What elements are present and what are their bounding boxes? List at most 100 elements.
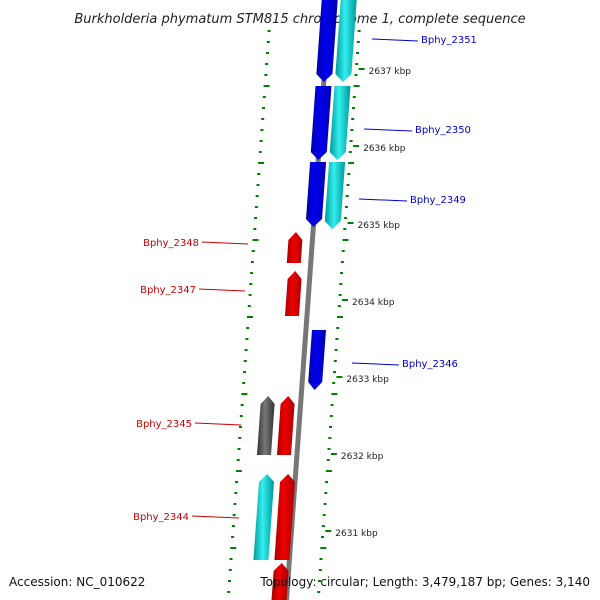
kbp-label: 2635 kbp [358, 221, 401, 231]
tick-mark [344, 206, 348, 208]
tick-mark-major [358, 68, 365, 70]
gene-next-shape [271, 563, 289, 600]
gene-leader-line [358, 198, 408, 202]
tick-mark [338, 294, 342, 296]
gene-bphy-2348-shape [286, 232, 303, 263]
gene-bphy-2351-shape [316, 0, 338, 82]
tick-mark [249, 283, 253, 285]
kbp-label: 2633 kbp [346, 375, 389, 385]
tick-mark [340, 261, 344, 263]
tick-mark-major [336, 376, 343, 378]
tick-mark [346, 184, 350, 186]
tick-mark [231, 525, 235, 527]
tick-mark [244, 349, 248, 351]
tick-mark [344, 217, 348, 219]
tick-mark [345, 195, 349, 197]
tick-mark [333, 360, 337, 362]
tick-mark [343, 228, 347, 230]
tick-mark [348, 162, 355, 164]
tick-mark [330, 404, 334, 406]
tick-mark [335, 338, 339, 340]
tick-mark [247, 305, 251, 307]
tick-mark [325, 470, 332, 472]
tick-mark [354, 74, 358, 76]
tick-mark [329, 415, 333, 417]
tick-mark [250, 272, 254, 274]
tick-mark [339, 283, 343, 285]
gene-leader-line [351, 362, 400, 366]
tick-mark [353, 85, 360, 87]
scale-ticks: 2637 kbp 2636 kbp 2635 kbp 2634 kbp 2633 kbp… [227, 30, 411, 593]
tick-mark [325, 481, 329, 483]
tick-mark [321, 525, 325, 527]
tick-mark [254, 217, 258, 219]
tick-mark [259, 140, 263, 142]
tick-mark [237, 448, 241, 450]
tick-mark [243, 360, 247, 362]
gene-bphy-2345-gray-shape [257, 396, 275, 455]
accession-text: Accession: NC_010622 [9, 575, 145, 589]
gene-bphy-2344-cyan-shape [253, 474, 274, 560]
tick-mark [341, 250, 345, 252]
tick-mark [239, 415, 243, 417]
tick-mark [256, 184, 260, 186]
tick-mark [265, 63, 269, 65]
tick-mark [242, 382, 246, 384]
tick-mark [254, 206, 258, 208]
map-title: Burkholderia phymatum STM815 chromosome … [74, 12, 525, 27]
tick-mark [258, 151, 262, 153]
tick-mark [331, 393, 338, 395]
gene-leader-line [198, 288, 246, 292]
tick-mark-major [353, 145, 360, 147]
tick-mark [350, 129, 354, 131]
gene-label-bphy-2349: Bphy_2349 [410, 195, 466, 206]
tick-mark [264, 74, 268, 76]
gene-bphy-2347-shape [285, 271, 302, 316]
tick-mark [241, 393, 248, 395]
tick-mark [334, 349, 338, 351]
tick-mark [234, 492, 238, 494]
gene-bphy-2346-shape [308, 330, 326, 390]
tick-mark [247, 316, 253, 318]
tick-mark [329, 426, 332, 428]
tick-mark-major [342, 299, 348, 301]
tick-mark [260, 129, 264, 131]
tick-mark [238, 437, 242, 439]
tick-mark [356, 41, 360, 43]
tick-mark [347, 173, 351, 175]
gene-label-bphy-2344: Bphy_2344 [133, 512, 189, 523]
tick-mark [357, 30, 361, 32]
tick-mark [317, 591, 321, 593]
gene-bphy-2350-shape [310, 86, 332, 160]
gene-labels: Bphy_2351 Bphy_2350 Bphy_2349 Bphy_2348 Bphy… [133, 35, 477, 523]
tick-mark [233, 503, 237, 505]
tick-mark [250, 261, 254, 263]
tick-mark [246, 327, 250, 329]
gene-bphy-2351-cyan-shape [335, 0, 357, 82]
tick-mark [257, 173, 261, 175]
tick-mark [337, 316, 343, 318]
tick-mark [323, 503, 327, 505]
tick-mark [228, 580, 231, 582]
tick-mark [266, 41, 270, 43]
tick-mark [318, 580, 321, 582]
gene-label-bphy-2350: Bphy_2350 [415, 125, 471, 136]
tick-mark [324, 492, 328, 494]
tick-mark [255, 195, 259, 197]
tick-mark [340, 272, 344, 274]
tick-mark [337, 305, 341, 307]
tick-mark [326, 459, 330, 461]
feature-track [253, 0, 357, 600]
tick-mark [327, 448, 331, 450]
tick-mark [235, 470, 242, 472]
tick-mark [267, 30, 271, 32]
gene-bphy-2349-cyan-shape [324, 162, 346, 229]
kbp-label: 2631 kbp [335, 529, 378, 539]
tick-mark [251, 250, 255, 252]
tick-mark [258, 162, 265, 164]
kbp-label: 2634 kbp [352, 298, 395, 308]
tick-mark [236, 459, 240, 461]
gene-label-bphy-2347: Bphy_2347 [140, 285, 196, 296]
gene-leader-line [371, 38, 419, 42]
